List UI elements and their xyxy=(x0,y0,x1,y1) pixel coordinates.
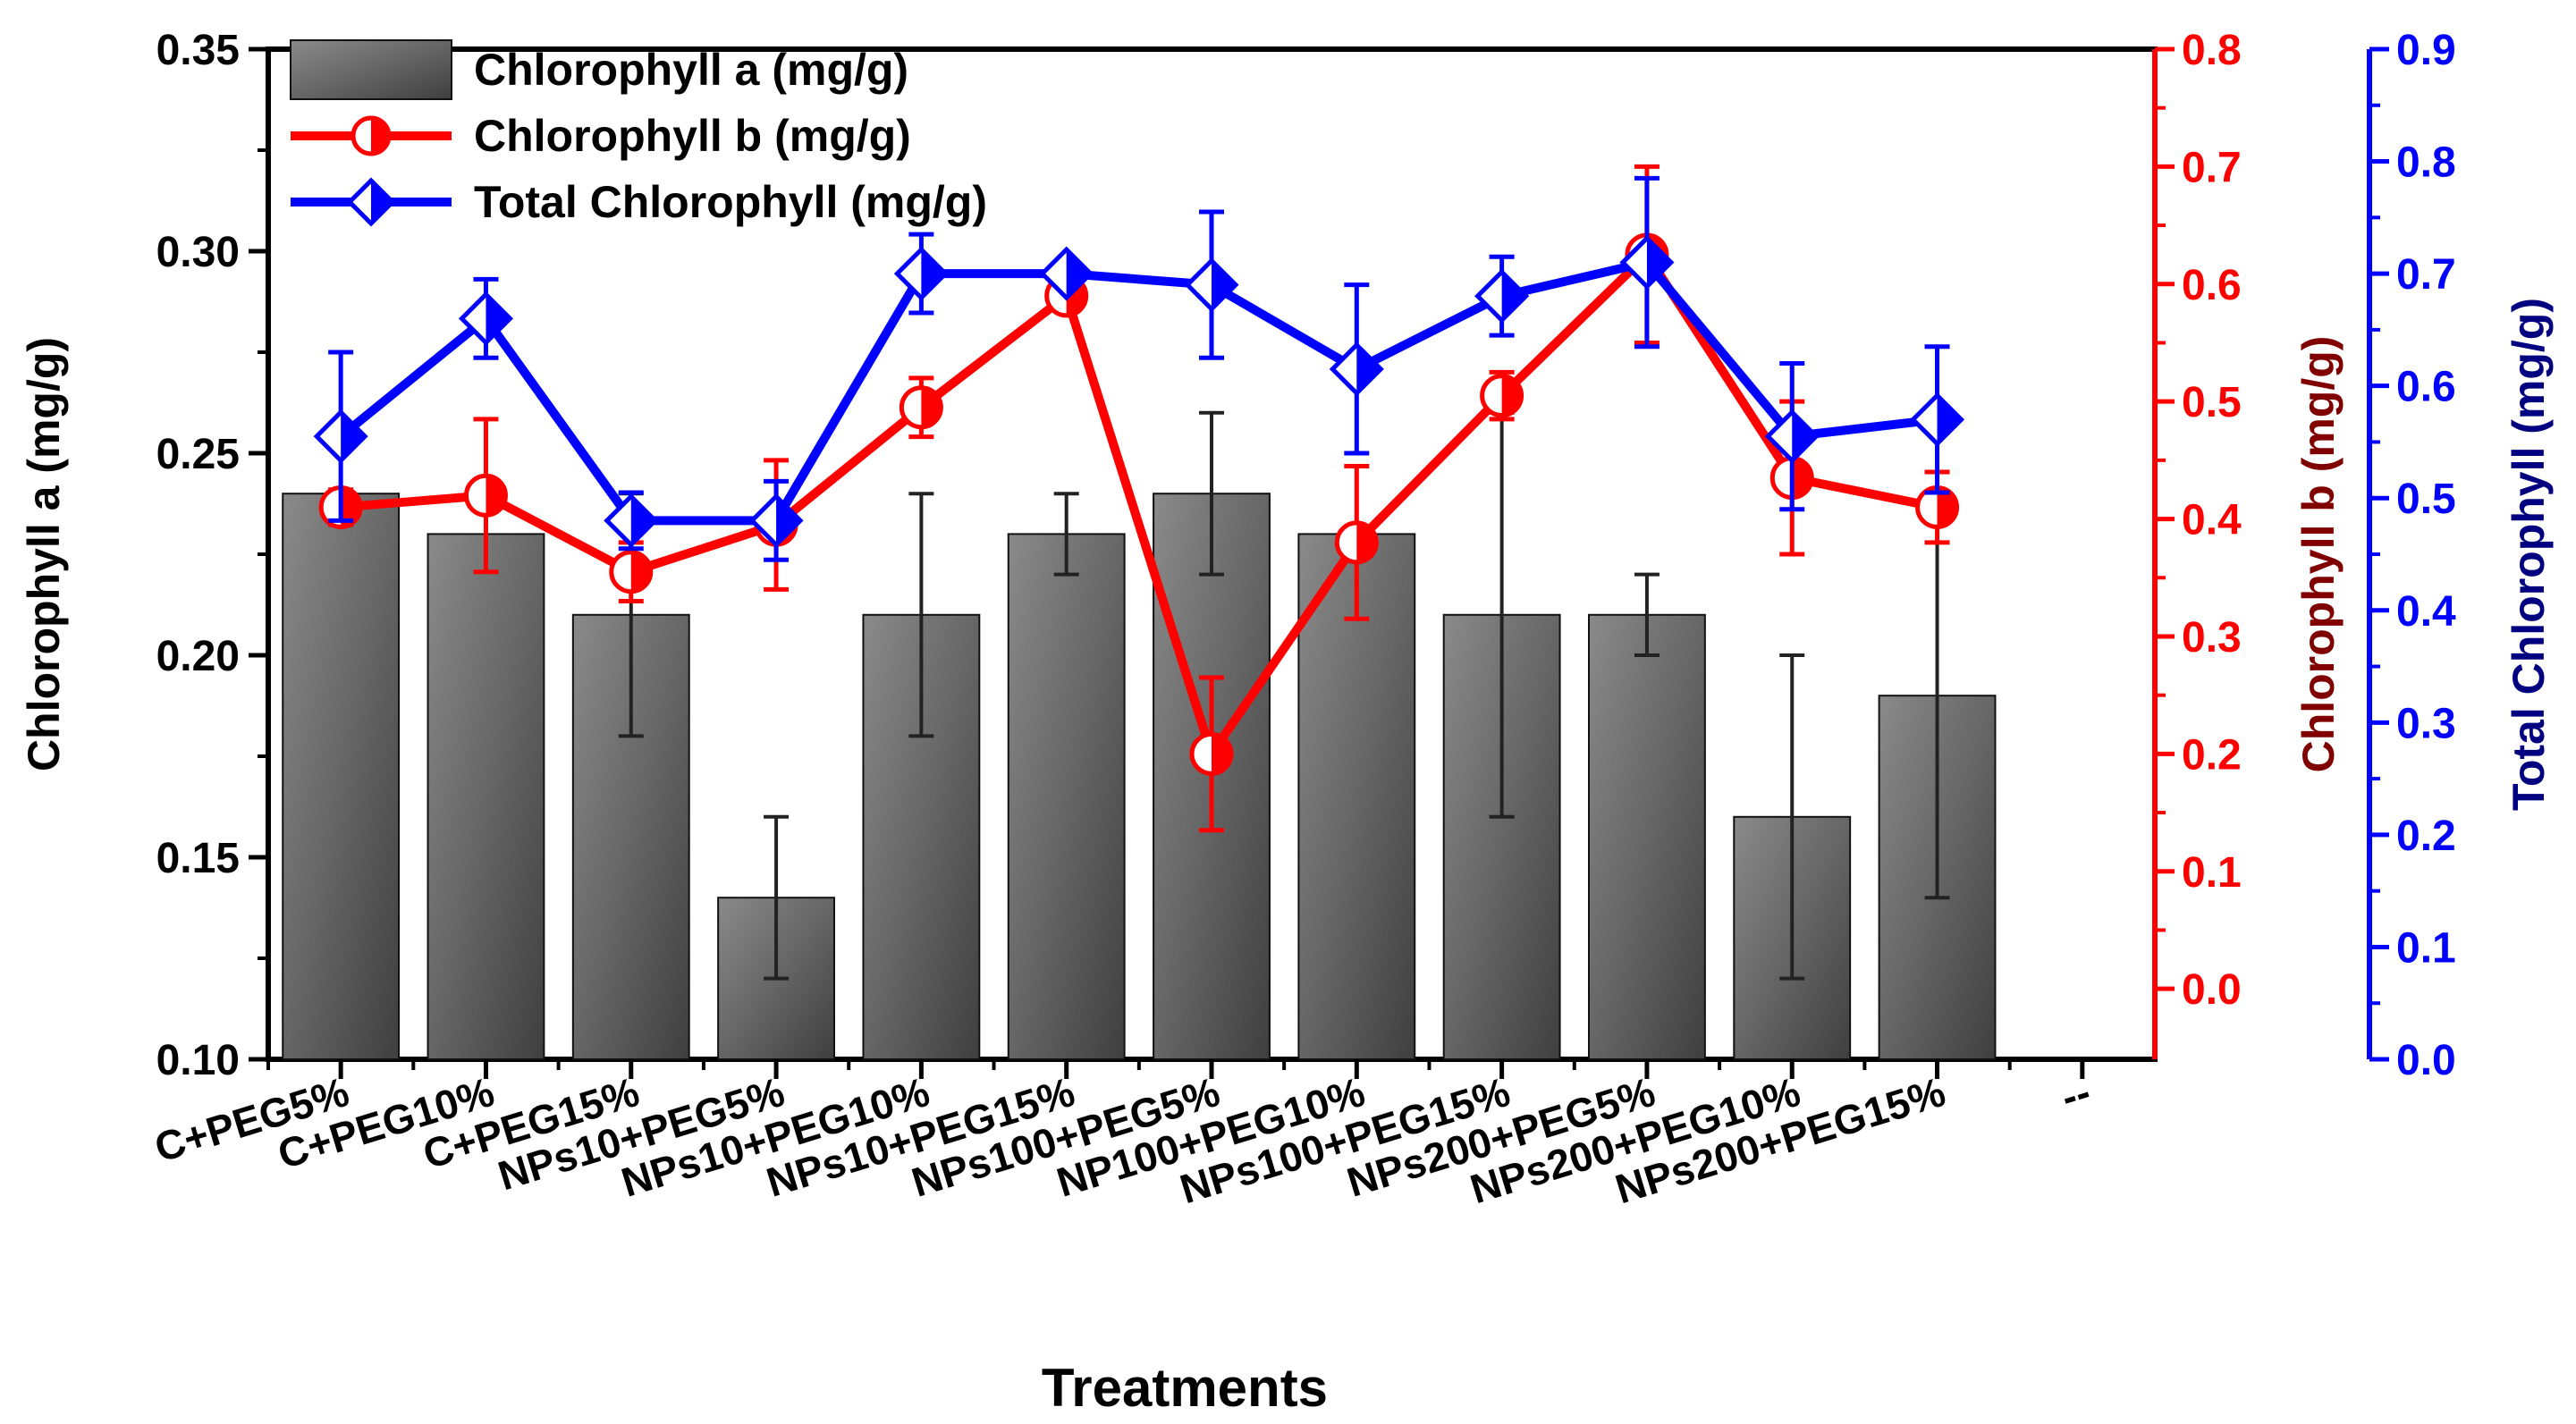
x-tick-label-13: -- xyxy=(2056,1068,2096,1121)
right1-tick-label: 0.6 xyxy=(2182,262,2242,309)
right2-tick-label: 0.8 xyxy=(2396,139,2456,187)
total-chl-point-7-half xyxy=(1212,260,1236,309)
left-tick-label: 0.10 xyxy=(156,1037,240,1084)
total-chl-series xyxy=(313,175,1965,562)
chl-b-point-1-half xyxy=(341,487,361,527)
left-tick-label: 0.30 xyxy=(156,229,240,276)
bar-series xyxy=(282,410,1997,1061)
right2-tick-label: 0.3 xyxy=(2396,700,2456,747)
chl-b-point-8-half xyxy=(1356,522,1377,562)
right1-tick-label: 0.1 xyxy=(2182,849,2242,897)
line-series xyxy=(313,164,1965,833)
total-chl-point-3-half xyxy=(630,496,655,545)
total-chl-line xyxy=(338,257,1938,526)
right1-tick-label: 0.5 xyxy=(2182,379,2242,426)
total-chl-point-9-half xyxy=(1501,272,1526,321)
right2-tick-label: 0.1 xyxy=(2396,924,2456,972)
total-chl-point-6-half xyxy=(1066,249,1091,299)
left-axis-title: Chlorophyll a (mg/g) xyxy=(19,337,69,771)
legend-label-chl-b: Chlorophyll b (mg/g) xyxy=(474,111,911,161)
bar-1 xyxy=(282,493,401,1060)
total-chl-point-8-half xyxy=(1356,344,1381,393)
total-chl-point-1-half xyxy=(341,412,366,461)
bar-6 xyxy=(1007,533,1126,1060)
total-chl-point-2-half xyxy=(486,294,511,343)
legend-label-total: Total Chlorophyll (mg/g) xyxy=(474,177,987,227)
right2-tick-label: 0.6 xyxy=(2396,364,2456,411)
legend-marker-total-half xyxy=(371,181,393,223)
right2-tick-label: 0.4 xyxy=(2396,588,2456,636)
right1-tick-label: 0.7 xyxy=(2182,144,2242,191)
left-tick-label: 0.25 xyxy=(156,431,240,478)
total-chl-point-10-half xyxy=(1646,238,1671,287)
bar-10 xyxy=(1588,613,1706,1060)
right1-tick-label: 0.0 xyxy=(2182,966,2242,1014)
left-tick-label: 0.35 xyxy=(156,27,240,74)
chl-b-point-11-half xyxy=(1792,458,1812,498)
total-chl-point-11-half xyxy=(1792,412,1817,461)
chl-b-point-2-half xyxy=(486,476,506,516)
left-tick-label: 0.20 xyxy=(156,633,240,680)
chl-b-point-9-half xyxy=(1501,375,1522,416)
chl-b-point-12-half xyxy=(1937,487,1957,527)
total-chl-point-5-half xyxy=(921,249,946,299)
chl-b-point-5-half xyxy=(921,387,942,427)
right1-axis-title: Chlorophyll b (mg/g) xyxy=(2293,336,2344,773)
total-chl-point-12-half xyxy=(1937,395,1962,444)
chl-b-point-3-half xyxy=(630,552,651,592)
legend: Chlorophyll a (mg/g) Chlorophyll b (mg/g)… xyxy=(290,39,987,227)
right2-axis-title: Total Chlorophyll (mg/g) xyxy=(2504,298,2554,811)
chl-b-series xyxy=(318,164,1960,833)
right2-tick-label: 0.0 xyxy=(2396,1037,2456,1084)
left-tick-label: 0.15 xyxy=(156,835,240,882)
right2-tick-label: 0.2 xyxy=(2396,813,2456,860)
right2-tick-label: 0.7 xyxy=(2396,251,2456,299)
legend-swatch-chl-a xyxy=(290,39,452,100)
legend-marker-chl-b-half xyxy=(371,118,389,154)
chl-b-point-7-half xyxy=(1212,734,1231,774)
total-chl-point-4-half xyxy=(776,496,801,545)
right2-tick-label: 0.5 xyxy=(2396,476,2456,523)
right1-tick-label: 0.4 xyxy=(2182,497,2242,544)
right1-tick-label: 0.2 xyxy=(2182,731,2242,779)
bar-2 xyxy=(427,533,545,1060)
x-axis-title: Treatments xyxy=(1042,1358,1328,1418)
right2-tick-label: 0.9 xyxy=(2396,27,2456,74)
right1-tick-label: 0.8 xyxy=(2182,27,2242,74)
legend-label-chl-a: Chlorophyll a (mg/g) xyxy=(474,45,908,95)
right1-tick-label: 0.3 xyxy=(2182,614,2242,661)
